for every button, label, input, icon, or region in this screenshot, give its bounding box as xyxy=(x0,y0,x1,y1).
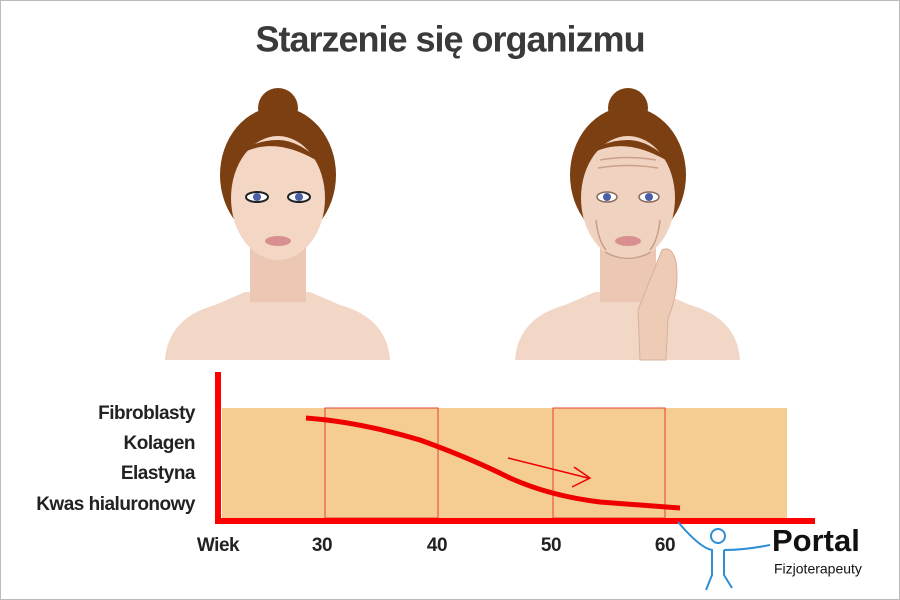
logo-name: Portal xyxy=(772,523,860,558)
logo: Portal Fizjoterapeuty xyxy=(677,521,862,591)
x-tick-label: 50 xyxy=(541,535,561,556)
logo-figure xyxy=(677,521,771,591)
x-tick-label: 30 xyxy=(312,535,332,556)
row-label: Kwas hialuronowy xyxy=(36,494,196,515)
x-tick-label: 40 xyxy=(427,535,447,556)
trend-curve xyxy=(305,415,681,511)
row-label: Elastyna xyxy=(121,463,196,484)
x-tick-label: 60 xyxy=(655,535,675,556)
old-face xyxy=(515,88,740,361)
arrow xyxy=(507,457,589,479)
row-label: Kolagen xyxy=(124,433,195,454)
x-axis-label: Wiek xyxy=(197,535,240,556)
chart-area xyxy=(215,372,815,524)
young-face xyxy=(165,88,390,360)
logo-subtitle: Fizjoterapeuty xyxy=(774,561,862,577)
band xyxy=(222,408,787,518)
title: Starzenie się organizmu xyxy=(255,19,644,60)
row-label: Fibroblasty xyxy=(98,403,196,424)
arrow-head xyxy=(571,466,592,488)
